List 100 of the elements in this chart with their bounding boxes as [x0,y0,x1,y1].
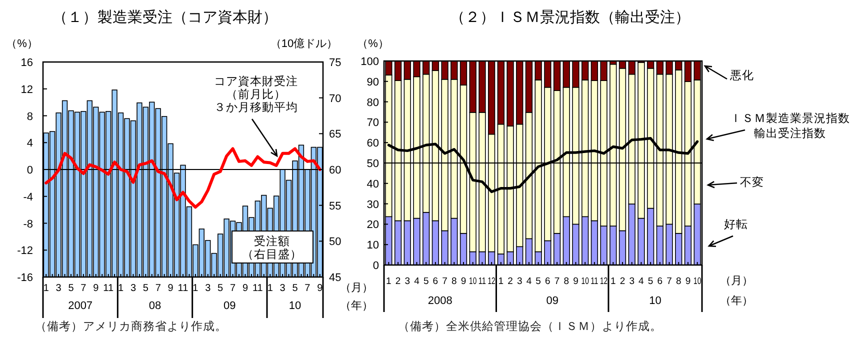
y-tick-label: 50 [366,158,379,170]
x-tick-label: 8 [452,276,457,287]
y-axis-title: （%） [6,38,38,50]
x-axis-title: （月）（年） [340,282,373,312]
x-tick-label: 1 [118,283,124,294]
x-tick-label: 8 [564,276,570,287]
x-tick-label: 4 [638,276,644,287]
x-tick-label: 1 [267,283,274,294]
x-tick-label: 5 [142,283,149,294]
x-tick-label: 9 [168,283,174,294]
text: ＩＳＭ製造業景況指数輸出受注指数 [730,112,850,140]
x-tick-label: 3 [404,276,410,287]
x-tick-label: 10 [581,276,592,287]
x-tick-label: 2 [508,276,513,287]
x-tick-label: 5 [423,276,429,287]
y-tick-label: -4 [23,191,33,204]
x-axis-title: （月）（年） [720,275,753,307]
y2-tick-label: 50 [329,236,342,248]
x-tick-label: 8 [676,276,682,287]
text: （備考）アメリカ商務省より作成。 [35,319,227,333]
y-tick-label: 40 [366,178,379,190]
y-tick-label: 30 [366,198,379,211]
x-tick-label: 7 [155,283,162,294]
text: 09 [224,300,236,312]
x-tick-label: 7 [80,283,87,294]
x-tick-label: 9 [685,276,691,287]
text: 2008 [428,295,452,307]
x-tick-label: 3 [516,276,522,287]
y2-tick-label: 55 [329,200,342,212]
x-tick-label: 12 [600,276,611,287]
x-tick-label: 6 [432,276,438,287]
y-tick-label: 100 [360,56,379,68]
x-tick-label: 6 [657,276,663,287]
x-tick-label: 10 [469,276,480,287]
y2-tick-label: 75 [329,57,342,69]
y-axis-title: （%） [357,38,389,50]
x-tick-label: 7 [442,276,448,287]
x-tick-label: 11 [178,283,189,294]
y-tick-label: 4 [26,138,33,150]
x-tick-label: 3 [280,283,286,294]
x-tick-label: 1 [498,276,504,287]
x-tick-label: 2 [620,276,626,287]
y-tick-label: 0 [372,260,379,272]
x-tick-label: 1 [610,276,616,287]
text: 08 [148,300,162,312]
y-tick-label: 90 [366,76,379,88]
x-tick-label: 3 [130,283,136,294]
x-tick-label: 7 [554,276,560,287]
y2-tick-label: 65 [329,128,342,141]
x-tick-label: 12 [488,276,498,287]
y2-axis-title: （10億ドル） [270,37,338,50]
x-tick-label: 5 [292,283,298,294]
text: 2007 [68,300,93,312]
x-tick-label: 11 [590,276,601,287]
x-tick-label: 11 [103,283,114,294]
y-tick-label: 80 [366,96,379,109]
x-tick-label: 11 [252,283,264,294]
text: 好転 [724,218,748,231]
y-tick-label: 20 [366,219,379,232]
x-tick-label: 4 [414,276,420,287]
x-tick-label: 9 [317,283,324,294]
x-tick-label: 5 [648,276,654,287]
x-tick-label: 4 [526,276,532,287]
x-tick-label: 5 [68,283,74,294]
x-tick-label: 3 [205,283,212,294]
x-tick-label: 1 [192,283,199,294]
y-tick-label: 8 [26,110,33,123]
x-tick-label: 6 [545,276,550,287]
y2-tick-label: 70 [329,92,342,105]
y-tick-label: -12 [17,245,33,258]
x-tick-label: 3 [629,276,634,287]
x-tick-label: 10 [694,276,704,287]
text: 10 [288,300,302,312]
text: 10 [649,295,662,307]
x-tick-label: 9 [242,283,248,294]
series-label: 受注額（右目盛） [242,234,302,261]
y-tick-label: 70 [366,117,379,130]
y-tick-label: 10 [366,240,379,252]
y-tick-label: 0 [26,164,33,176]
x-tick-label: 2 [395,276,401,287]
y-tick-label: 60 [366,138,379,150]
x-tick-label: 7 [304,283,311,294]
x-tick-label: 9 [460,276,466,287]
x-tick-label: 7 [666,276,672,287]
x-tick-label: 1 [386,276,392,287]
x-tick-label: 3 [56,283,62,294]
x-tick-label: 5 [218,283,224,294]
x-tick-label: 9 [93,283,100,294]
x-tick-label: 7 [230,283,236,294]
text: コア資本財受注（前月比）３か月移動平均 [214,74,298,114]
x-tick-label: 9 [573,276,578,287]
chart-title: （２）ＩＳＭ景況指数（輸出受注） [450,9,690,26]
y-tick-label: 16 [20,57,33,69]
text: （備考）全米供給管理協会（ＩＳＭ）より作成。 [398,320,662,333]
y-tick-label: -16 [17,272,33,284]
y-tick-label: -8 [23,218,33,230]
x-tick-label: 11 [478,276,488,287]
y2-tick-label: 45 [329,272,342,284]
y-tick-label: 12 [20,84,33,96]
chart-title: （１）製造業受注（コア資本財） [52,9,278,26]
